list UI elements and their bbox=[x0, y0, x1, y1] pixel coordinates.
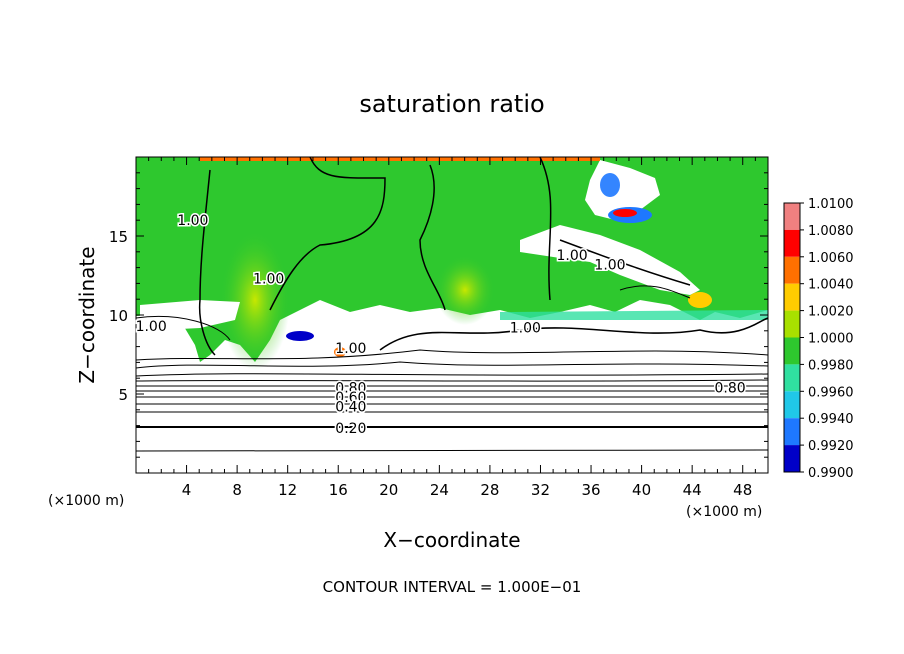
x-tick-label: 4 bbox=[182, 481, 192, 499]
y-axis-label: Z−coordinate bbox=[75, 246, 99, 383]
x-tick-label: 16 bbox=[329, 481, 348, 499]
field-blob-6 bbox=[688, 292, 712, 308]
x-tick-label: 24 bbox=[430, 481, 449, 499]
x-unit-left: (×1000 m) bbox=[48, 493, 124, 509]
x-tick-label: 44 bbox=[683, 481, 702, 499]
contour-label: 0.80 bbox=[335, 381, 366, 397]
colorbar-segment bbox=[784, 229, 800, 257]
x-tick-label: 12 bbox=[278, 481, 297, 499]
x-tick-label: 48 bbox=[733, 481, 752, 499]
x-tick-label: 32 bbox=[531, 481, 550, 499]
colorbar-label: 0.9940 bbox=[808, 412, 854, 427]
field-blob-5 bbox=[334, 347, 346, 357]
contour-label: 1.00 bbox=[177, 213, 208, 229]
x-unit-right: (×1000 m) bbox=[686, 504, 762, 520]
contour-label: 0.20 bbox=[335, 421, 366, 437]
x-tick-label: 20 bbox=[379, 481, 398, 499]
colorbar-segment bbox=[784, 445, 800, 472]
colorbar-label: 0.9960 bbox=[808, 385, 854, 400]
contour-label: 1.00 bbox=[136, 319, 167, 335]
field-clear-patch-3 bbox=[140, 300, 240, 330]
contour-label: 1.00 bbox=[510, 321, 541, 337]
colorbar-label: 1.0040 bbox=[808, 278, 854, 293]
field-blob-4 bbox=[286, 331, 314, 341]
chart-title: saturation ratio bbox=[359, 90, 544, 118]
field-blob-2 bbox=[613, 209, 637, 217]
colorbar-label: 0.9900 bbox=[808, 466, 854, 481]
colorbar-label: 1.0020 bbox=[808, 305, 854, 320]
plot-area bbox=[136, 157, 768, 473]
colorbar-segment bbox=[784, 203, 800, 230]
colorbar-segment bbox=[784, 310, 800, 338]
colorbar-label: 1.0060 bbox=[808, 251, 854, 266]
y-tick-label: 5 bbox=[118, 386, 128, 404]
field-blob-3 bbox=[600, 173, 620, 197]
contour-label: 1.00 bbox=[253, 272, 284, 288]
colorbar-label: 0.9920 bbox=[808, 439, 854, 454]
y-axis: 5 10 15 bbox=[109, 172, 768, 458]
contour-lines bbox=[136, 157, 768, 452]
x-axis-label: X−coordinate bbox=[383, 528, 520, 552]
x-axis: 4 8 12 16 20 24 28 32 36 40 44 48 bbox=[148, 157, 756, 499]
field-top-band bbox=[200, 157, 600, 161]
contour-label: 1.00 bbox=[594, 257, 625, 273]
contour-labels: 1.001.001.00 1.001.001.001.000.800.600.40… bbox=[134, 212, 747, 439]
colorbar-segment bbox=[784, 391, 800, 419]
field-subsaturated-strip bbox=[500, 310, 768, 320]
x-tick-label: 28 bbox=[480, 481, 499, 499]
colorbar-segment bbox=[784, 364, 800, 392]
contour-label: 0.60 bbox=[335, 390, 366, 406]
x-tick-label: 40 bbox=[632, 481, 651, 499]
contour-interval-note: CONTOUR INTERVAL = 1.000E−01 bbox=[323, 578, 582, 596]
colorbar-label: 1.0100 bbox=[808, 197, 854, 212]
contour-label: 0.80 bbox=[714, 381, 745, 397]
contour-label: 1.00 bbox=[335, 341, 366, 357]
field-plume-2 bbox=[435, 255, 495, 325]
colorbar-segment bbox=[784, 337, 800, 365]
colorbar-label: 1.0000 bbox=[808, 332, 854, 347]
y-tick-label: 15 bbox=[109, 228, 128, 246]
colorbar-segment bbox=[784, 418, 800, 446]
colorbar-segment bbox=[784, 283, 800, 311]
field-plume-1 bbox=[220, 230, 290, 370]
contour-label: 0.40 bbox=[335, 400, 366, 416]
field-clear-patch-2 bbox=[585, 160, 660, 220]
colorbar-label: 1.0080 bbox=[808, 224, 854, 239]
x-tick-label: 36 bbox=[581, 481, 600, 499]
colorbar: 1.0100 1.0080 1.0060 1.0040 1.0020 1.0000 0.99… bbox=[783, 197, 854, 481]
colorbar-label: 0.9980 bbox=[808, 358, 854, 373]
x-tick-label: 8 bbox=[232, 481, 242, 499]
contour-label: 1.00 bbox=[556, 248, 587, 264]
colorbar-segment bbox=[784, 256, 800, 284]
y-tick-label: 10 bbox=[109, 307, 128, 325]
